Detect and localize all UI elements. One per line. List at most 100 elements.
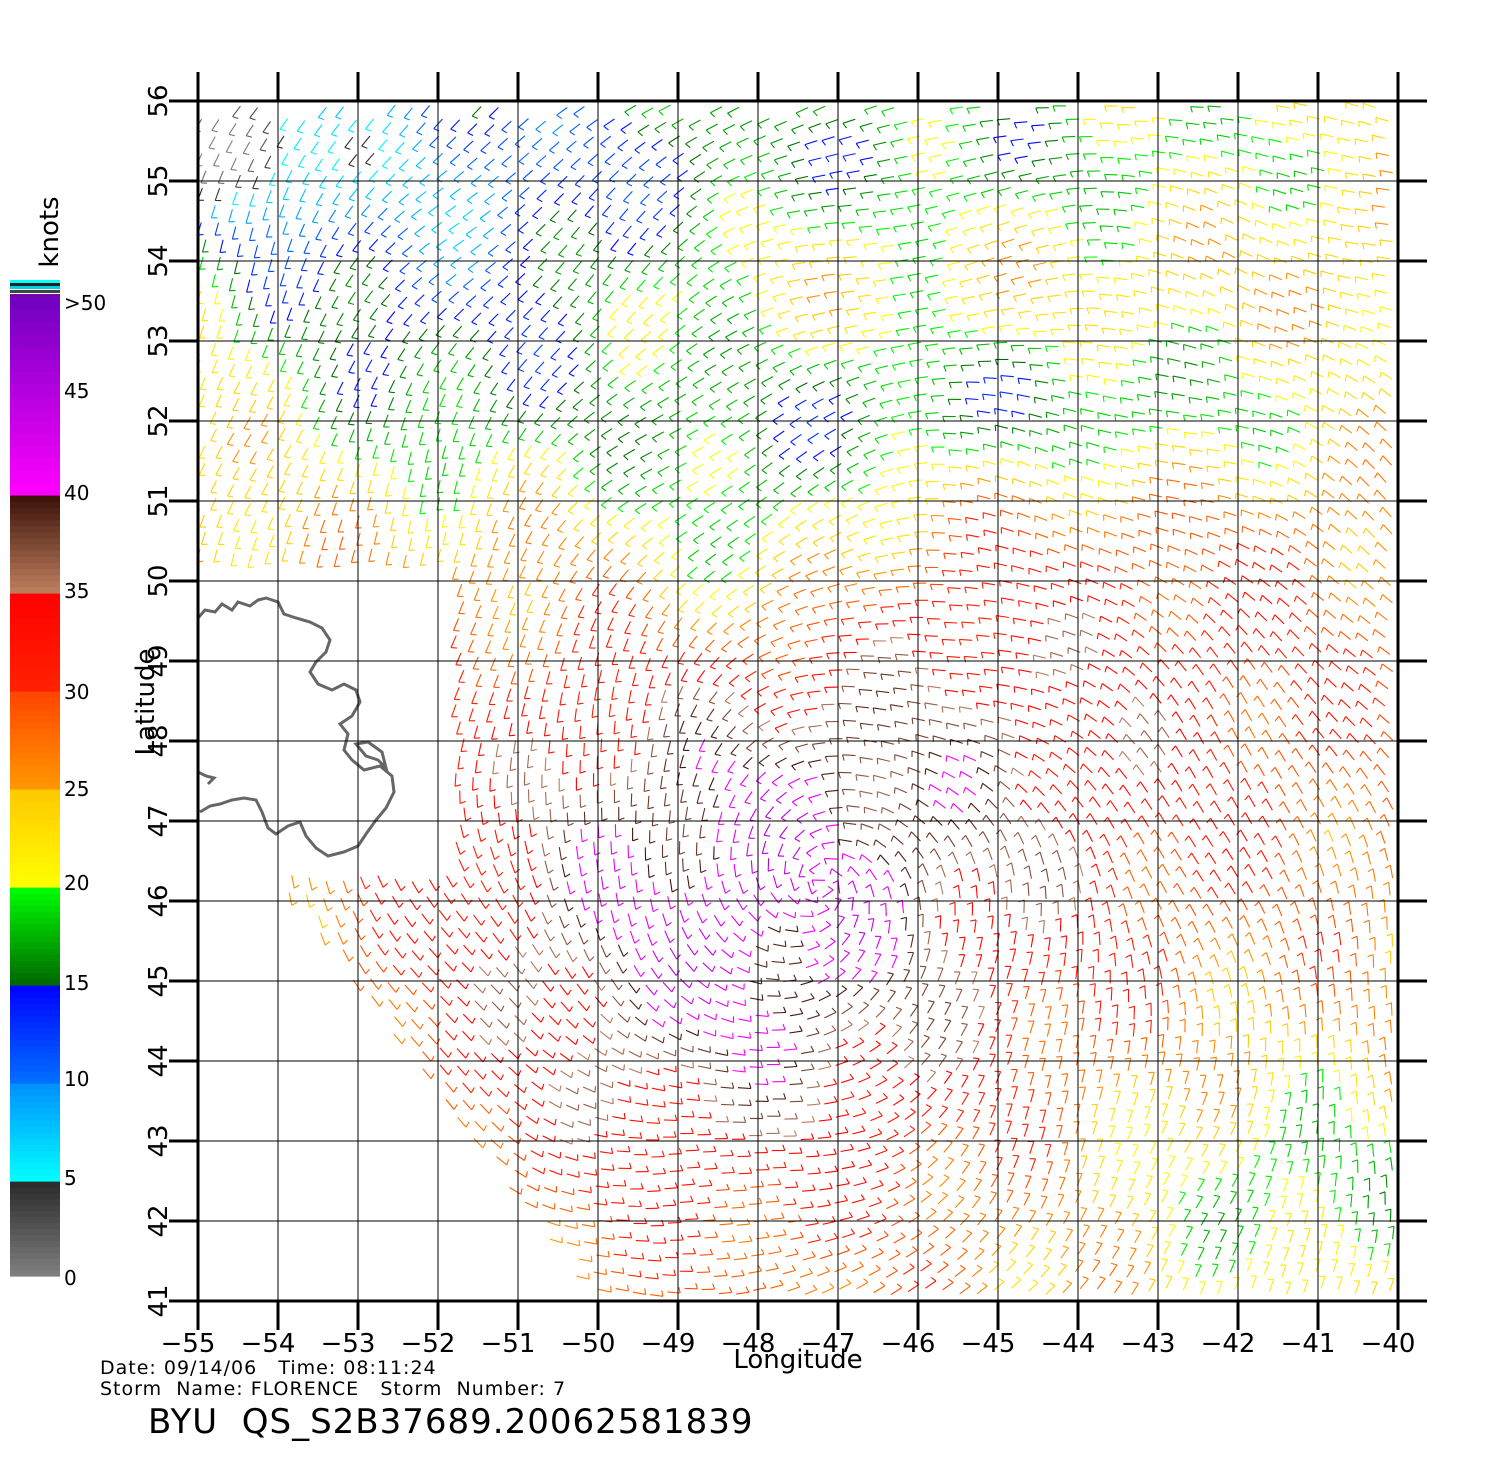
wind-barb-tick xyxy=(970,920,976,921)
wind-vector xyxy=(1214,1057,1217,1070)
wind-barb-tick xyxy=(369,561,375,562)
wind-vector xyxy=(410,968,419,978)
wind-barb-tick xyxy=(981,752,982,758)
wind-vector xyxy=(1309,762,1316,773)
wind-vector xyxy=(1374,1006,1375,1019)
wind-vector xyxy=(1141,850,1147,861)
wind-vector xyxy=(522,703,525,716)
wind-barb-tick xyxy=(1041,1196,1047,1197)
wind-vector xyxy=(760,583,771,589)
wind-vector xyxy=(647,1002,657,1011)
wind-barb-tick xyxy=(1252,1207,1258,1208)
wind-vector xyxy=(557,710,559,723)
wind-barb-tick xyxy=(1138,816,1142,821)
wind-vector xyxy=(1053,834,1058,846)
wind-barb-tick xyxy=(724,631,729,634)
wind-vector xyxy=(1012,863,1015,876)
wind-barb-tick xyxy=(1169,1155,1175,1156)
wind-vector xyxy=(1009,1173,1015,1185)
wind-barb-tick xyxy=(1132,697,1135,702)
colorbar-segment xyxy=(10,513,60,520)
wind-barb-tick xyxy=(727,1184,729,1190)
wind-vector xyxy=(955,1269,965,1277)
wind-barb-tick xyxy=(752,871,758,873)
wind-vector xyxy=(1179,1261,1185,1273)
wind-barb-tick xyxy=(777,592,781,596)
wind-vector xyxy=(842,1234,854,1238)
wind-barb-tick xyxy=(672,889,677,892)
wind-barb-tick xyxy=(1377,748,1380,753)
wind-vector xyxy=(1034,754,1045,761)
wind-vector xyxy=(1302,1246,1306,1258)
wind-vector xyxy=(507,775,508,788)
wind-vector xyxy=(1253,1000,1255,1013)
wind-vector xyxy=(567,882,570,895)
wind-vector xyxy=(1133,1024,1134,1037)
wind-vector xyxy=(801,1139,814,1140)
wind-vector xyxy=(1365,667,1375,675)
wind-vector xyxy=(741,688,752,696)
wind-barb-tick xyxy=(1301,1090,1307,1092)
wind-vector xyxy=(1051,720,1063,726)
wind-barb-tick xyxy=(664,1085,665,1091)
wind-barb-tick xyxy=(977,768,978,774)
wind-barb-tick xyxy=(824,859,826,865)
wind-vector xyxy=(587,550,596,560)
wind-vector xyxy=(527,600,533,612)
wind-vector xyxy=(940,1247,950,1255)
wind-vector xyxy=(1288,1145,1292,1158)
wind-barb-tick xyxy=(1367,1075,1372,1078)
wind-barb-tick xyxy=(610,1034,612,1040)
wind-barb-tick xyxy=(616,682,622,683)
wind-barb-tick xyxy=(732,1099,734,1105)
wind-barb-tick xyxy=(1101,1225,1107,1226)
wind-barb-tick xyxy=(749,1236,752,1241)
wind-vector xyxy=(487,710,491,722)
wind-vector xyxy=(595,687,597,700)
wind-barb-tick xyxy=(662,1151,664,1157)
wind-vector xyxy=(835,1267,847,1272)
wind-vector xyxy=(1313,898,1317,911)
wind-barb-tick xyxy=(809,870,814,874)
wind-barb-tick xyxy=(1112,1022,1118,1023)
wind-vector xyxy=(1042,1041,1045,1054)
wind-vector xyxy=(505,620,510,632)
wind-vector xyxy=(457,1049,466,1059)
wind-vector xyxy=(990,1193,997,1204)
wind-vector xyxy=(1356,953,1357,966)
wind-barb-tick xyxy=(484,1005,487,1010)
wind-vector xyxy=(722,950,732,958)
wind-vector xyxy=(803,1257,816,1261)
colorbar-segment xyxy=(10,1240,60,1247)
wind-barb-tick xyxy=(1223,677,1227,682)
wind-vector xyxy=(562,933,568,945)
wind-vector xyxy=(686,962,695,972)
wind-vector xyxy=(839,840,852,842)
wind-barb-tick xyxy=(1154,643,1157,648)
wind-barb-tick xyxy=(862,1108,865,1113)
wind-vector xyxy=(441,996,450,1005)
wind-barb-tick xyxy=(1258,713,1262,718)
wind-vector xyxy=(670,1171,683,1172)
wind-barb-tick xyxy=(768,869,774,871)
wind-barb-tick xyxy=(1032,754,1034,760)
wind-barb-tick xyxy=(654,990,657,995)
wind-vector xyxy=(1264,662,1272,672)
wind-barb-tick xyxy=(599,682,605,683)
wind-vector xyxy=(1071,665,1083,670)
wind-vector xyxy=(888,992,896,1003)
wind-barb-tick xyxy=(640,653,646,654)
wind-vector xyxy=(888,870,894,882)
wind-barb-tick xyxy=(664,805,670,806)
wind-vector xyxy=(458,756,460,769)
wind-barb-tick xyxy=(973,1058,979,1059)
wind-vector xyxy=(991,986,996,998)
wind-barb-tick xyxy=(931,1208,936,1211)
wind-vector xyxy=(457,584,462,596)
wind-vector xyxy=(1133,563,1145,568)
wind-vector xyxy=(1161,1260,1167,1271)
wind-barb-tick xyxy=(871,971,877,973)
wind-barb-tick xyxy=(1103,582,1104,588)
wind-barb-tick xyxy=(772,782,777,786)
wind-barb-tick xyxy=(1312,592,1314,598)
